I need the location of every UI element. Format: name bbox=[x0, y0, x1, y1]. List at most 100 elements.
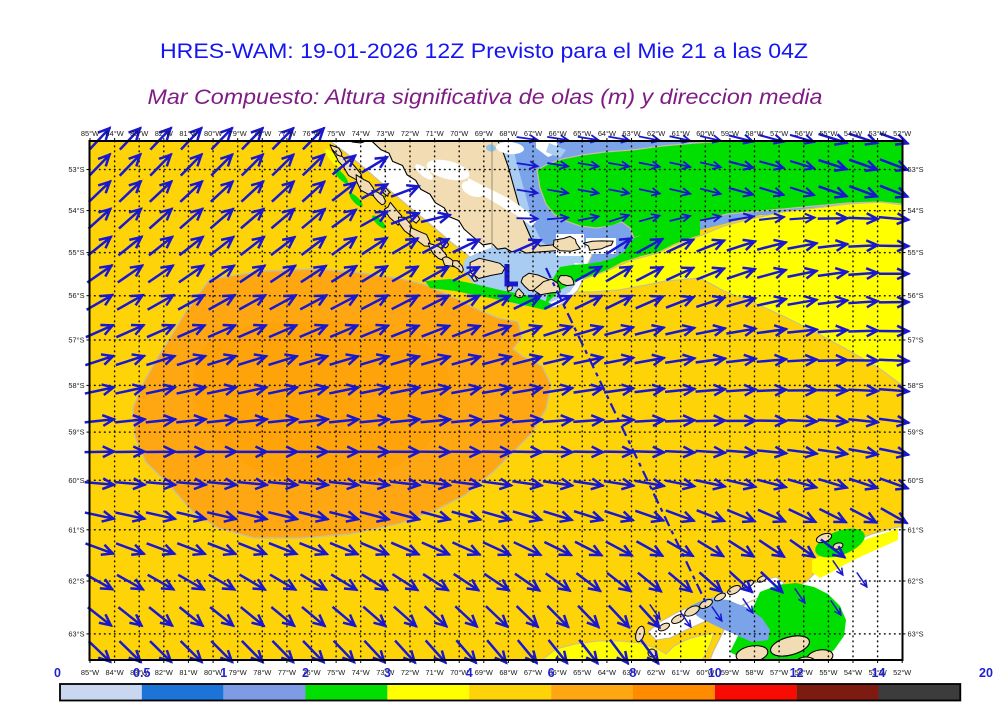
svg-text:85°W: 85°W bbox=[81, 129, 99, 138]
svg-text:74°W: 74°W bbox=[352, 668, 370, 677]
svg-text:67°W: 67°W bbox=[524, 668, 542, 677]
svg-text:76°W: 76°W bbox=[302, 668, 320, 677]
svg-text:55°W: 55°W bbox=[819, 668, 837, 677]
svg-text:68°W: 68°W bbox=[499, 668, 517, 677]
svg-text:60°W: 60°W bbox=[696, 129, 714, 138]
svg-text:0.5: 0.5 bbox=[133, 666, 150, 680]
svg-text:55°S: 55°S bbox=[68, 248, 84, 257]
svg-text:54°S: 54°S bbox=[68, 206, 84, 215]
svg-text:4: 4 bbox=[466, 666, 473, 680]
svg-text:58°S: 58°S bbox=[908, 381, 924, 390]
svg-text:60°S: 60°S bbox=[68, 476, 84, 485]
svg-text:78°W: 78°W bbox=[253, 129, 271, 138]
svg-text:78°W: 78°W bbox=[253, 668, 271, 677]
svg-text:65°W: 65°W bbox=[573, 668, 591, 677]
svg-text:69°W: 69°W bbox=[475, 129, 493, 138]
svg-text:57°W: 57°W bbox=[770, 129, 788, 138]
svg-text:53°S: 53°S bbox=[68, 165, 84, 174]
svg-text:63°W: 63°W bbox=[622, 668, 640, 677]
svg-text:3: 3 bbox=[384, 666, 391, 680]
svg-text:52°W: 52°W bbox=[893, 668, 911, 677]
svg-text:81°W: 81°W bbox=[179, 129, 197, 138]
svg-text:72°W: 72°W bbox=[401, 129, 419, 138]
svg-text:80°W: 80°W bbox=[204, 668, 222, 677]
svg-text:62°W: 62°W bbox=[647, 129, 665, 138]
svg-text:8: 8 bbox=[629, 666, 636, 680]
svg-text:53°W: 53°W bbox=[869, 129, 887, 138]
svg-text:70°W: 70°W bbox=[450, 129, 468, 138]
svg-text:HRES-WAM: 19-01-2026 12Z Previ: HRES-WAM: 19-01-2026 12Z Previsto para e… bbox=[160, 39, 808, 63]
svg-text:56°S: 56°S bbox=[908, 291, 924, 300]
svg-text:79°W: 79°W bbox=[229, 129, 247, 138]
svg-text:60°W: 60°W bbox=[696, 668, 714, 677]
svg-text:59°S: 59°S bbox=[68, 428, 84, 437]
svg-text:55°W: 55°W bbox=[819, 129, 837, 138]
svg-text:65°W: 65°W bbox=[573, 129, 591, 138]
svg-text:84°W: 84°W bbox=[106, 668, 124, 677]
svg-text:75°W: 75°W bbox=[327, 668, 345, 677]
svg-text:79°W: 79°W bbox=[229, 668, 247, 677]
svg-text:76°W: 76°W bbox=[302, 129, 320, 138]
svg-text:77°W: 77°W bbox=[278, 668, 296, 677]
svg-text:1: 1 bbox=[220, 666, 227, 680]
svg-text:62°S: 62°S bbox=[68, 577, 84, 586]
svg-text:57°S: 57°S bbox=[68, 336, 84, 345]
svg-text:62°W: 62°W bbox=[647, 668, 665, 677]
svg-text:58°S: 58°S bbox=[68, 381, 84, 390]
svg-text:20: 20 bbox=[979, 666, 993, 680]
svg-text:61°S: 61°S bbox=[908, 525, 924, 534]
svg-text:67°W: 67°W bbox=[524, 129, 542, 138]
svg-text:59°W: 59°W bbox=[721, 668, 739, 677]
svg-text:71°W: 71°W bbox=[426, 668, 444, 677]
svg-text:62°S: 62°S bbox=[908, 577, 924, 586]
svg-text:70°W: 70°W bbox=[450, 668, 468, 677]
svg-text:Mar Compuesto: Altura signific: Mar Compuesto: Altura significativa de o… bbox=[148, 86, 823, 109]
svg-text:61°S: 61°S bbox=[68, 525, 84, 534]
svg-text:85°W: 85°W bbox=[81, 668, 99, 677]
svg-text:74°W: 74°W bbox=[352, 129, 370, 138]
svg-text:54°W: 54°W bbox=[844, 668, 862, 677]
svg-text:53°S: 53°S bbox=[908, 165, 924, 174]
svg-text:81°W: 81°W bbox=[179, 668, 197, 677]
svg-text:64°W: 64°W bbox=[598, 668, 616, 677]
svg-text:58°W: 58°W bbox=[745, 129, 763, 138]
svg-text:60°S: 60°S bbox=[908, 476, 924, 485]
svg-text:63°S: 63°S bbox=[68, 629, 84, 638]
svg-text:57°W: 57°W bbox=[770, 668, 788, 677]
svg-text:61°W: 61°W bbox=[672, 668, 690, 677]
svg-text:66°W: 66°W bbox=[549, 668, 567, 677]
svg-text:82°W: 82°W bbox=[155, 668, 173, 677]
svg-text:71°W: 71°W bbox=[426, 129, 444, 138]
svg-text:56°S: 56°S bbox=[68, 291, 84, 300]
svg-text:77°W: 77°W bbox=[278, 129, 296, 138]
svg-text:12: 12 bbox=[790, 666, 804, 680]
svg-text:61°W: 61°W bbox=[672, 129, 690, 138]
svg-text:63°W: 63°W bbox=[622, 129, 640, 138]
svg-text:69°W: 69°W bbox=[475, 668, 493, 677]
svg-text:73°W: 73°W bbox=[376, 668, 394, 677]
svg-text:75°W: 75°W bbox=[327, 129, 345, 138]
svg-text:2: 2 bbox=[302, 666, 309, 680]
svg-text:0: 0 bbox=[54, 666, 61, 680]
svg-text:84°W: 84°W bbox=[106, 129, 124, 138]
svg-text:57°S: 57°S bbox=[908, 336, 924, 345]
svg-text:73°W: 73°W bbox=[376, 129, 394, 138]
svg-text:66°W: 66°W bbox=[549, 129, 567, 138]
svg-text:56°W: 56°W bbox=[795, 129, 813, 138]
svg-text:64°W: 64°W bbox=[598, 129, 616, 138]
svg-text:68°W: 68°W bbox=[499, 129, 517, 138]
svg-text:54°W: 54°W bbox=[844, 129, 862, 138]
svg-text:14: 14 bbox=[872, 666, 886, 680]
svg-text:56°W: 56°W bbox=[795, 668, 813, 677]
svg-text:83°W: 83°W bbox=[130, 129, 148, 138]
svg-text:63°S: 63°S bbox=[908, 629, 924, 638]
svg-text:59°W: 59°W bbox=[721, 129, 739, 138]
svg-text:83°W: 83°W bbox=[130, 668, 148, 677]
svg-text:80°W: 80°W bbox=[204, 129, 222, 138]
svg-text:55°S: 55°S bbox=[908, 248, 924, 257]
svg-text:53°W: 53°W bbox=[869, 668, 887, 677]
svg-text:54°S: 54°S bbox=[908, 206, 924, 215]
svg-text:59°S: 59°S bbox=[908, 428, 924, 437]
svg-text:6: 6 bbox=[548, 666, 555, 680]
svg-text:52°W: 52°W bbox=[893, 129, 911, 138]
